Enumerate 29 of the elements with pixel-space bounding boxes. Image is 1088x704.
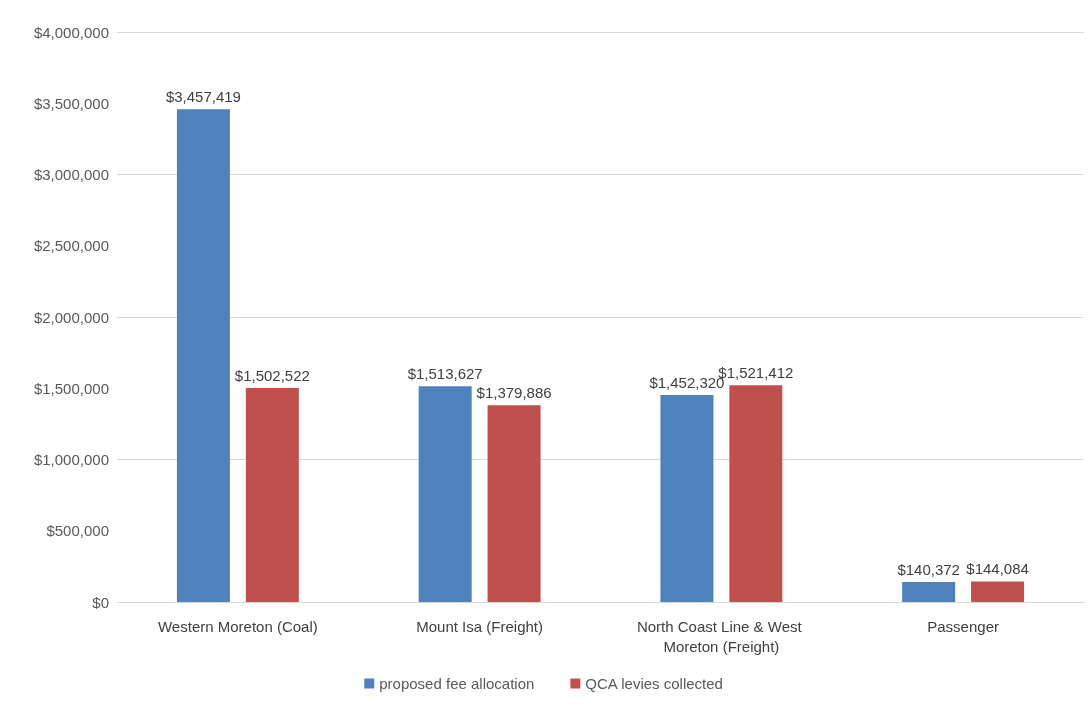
x-tick-label: Mount Isa (Freight) bbox=[416, 617, 543, 635]
data-label: $144,084 bbox=[966, 560, 1029, 578]
y-tick-label: $1,500,000 bbox=[33, 379, 109, 397]
data-label: $1,513,627 bbox=[407, 365, 483, 383]
bar bbox=[487, 405, 541, 602]
bar bbox=[902, 582, 956, 602]
x-tick-label: Passenger bbox=[927, 617, 999, 635]
x-tick-label: Western Moreton (Coal) bbox=[157, 617, 318, 635]
y-tick-label: $0 bbox=[92, 593, 109, 611]
bar bbox=[418, 386, 472, 602]
y-tick-label: $1,000,000 bbox=[33, 451, 109, 468]
y-tick-label: $4,000,000 bbox=[33, 23, 109, 41]
data-label: $3,457,419 bbox=[165, 88, 241, 106]
y-tick-label: $500,000 bbox=[46, 522, 109, 540]
data-label: $1,502,522 bbox=[234, 366, 310, 384]
x-tick-label: North Coast Line & West Moreton (Freight) bbox=[636, 617, 806, 655]
y-tick-label: $3,500,000 bbox=[33, 94, 109, 112]
legend-label: proposed fee allocation bbox=[379, 675, 535, 692]
bar bbox=[176, 109, 230, 602]
data-label: $140,372 bbox=[897, 561, 960, 578]
y-tick-label: $2,000,000 bbox=[33, 308, 109, 326]
y-tick-label: $3,000,000 bbox=[33, 166, 109, 183]
bar bbox=[660, 395, 714, 602]
bar bbox=[971, 581, 1025, 602]
bar bbox=[245, 387, 299, 602]
y-tick-label: $2,500,000 bbox=[33, 237, 109, 255]
bar bbox=[729, 385, 783, 602]
data-label: $1,379,886 bbox=[476, 384, 552, 402]
legend-label: QCA levies collected bbox=[585, 675, 723, 692]
